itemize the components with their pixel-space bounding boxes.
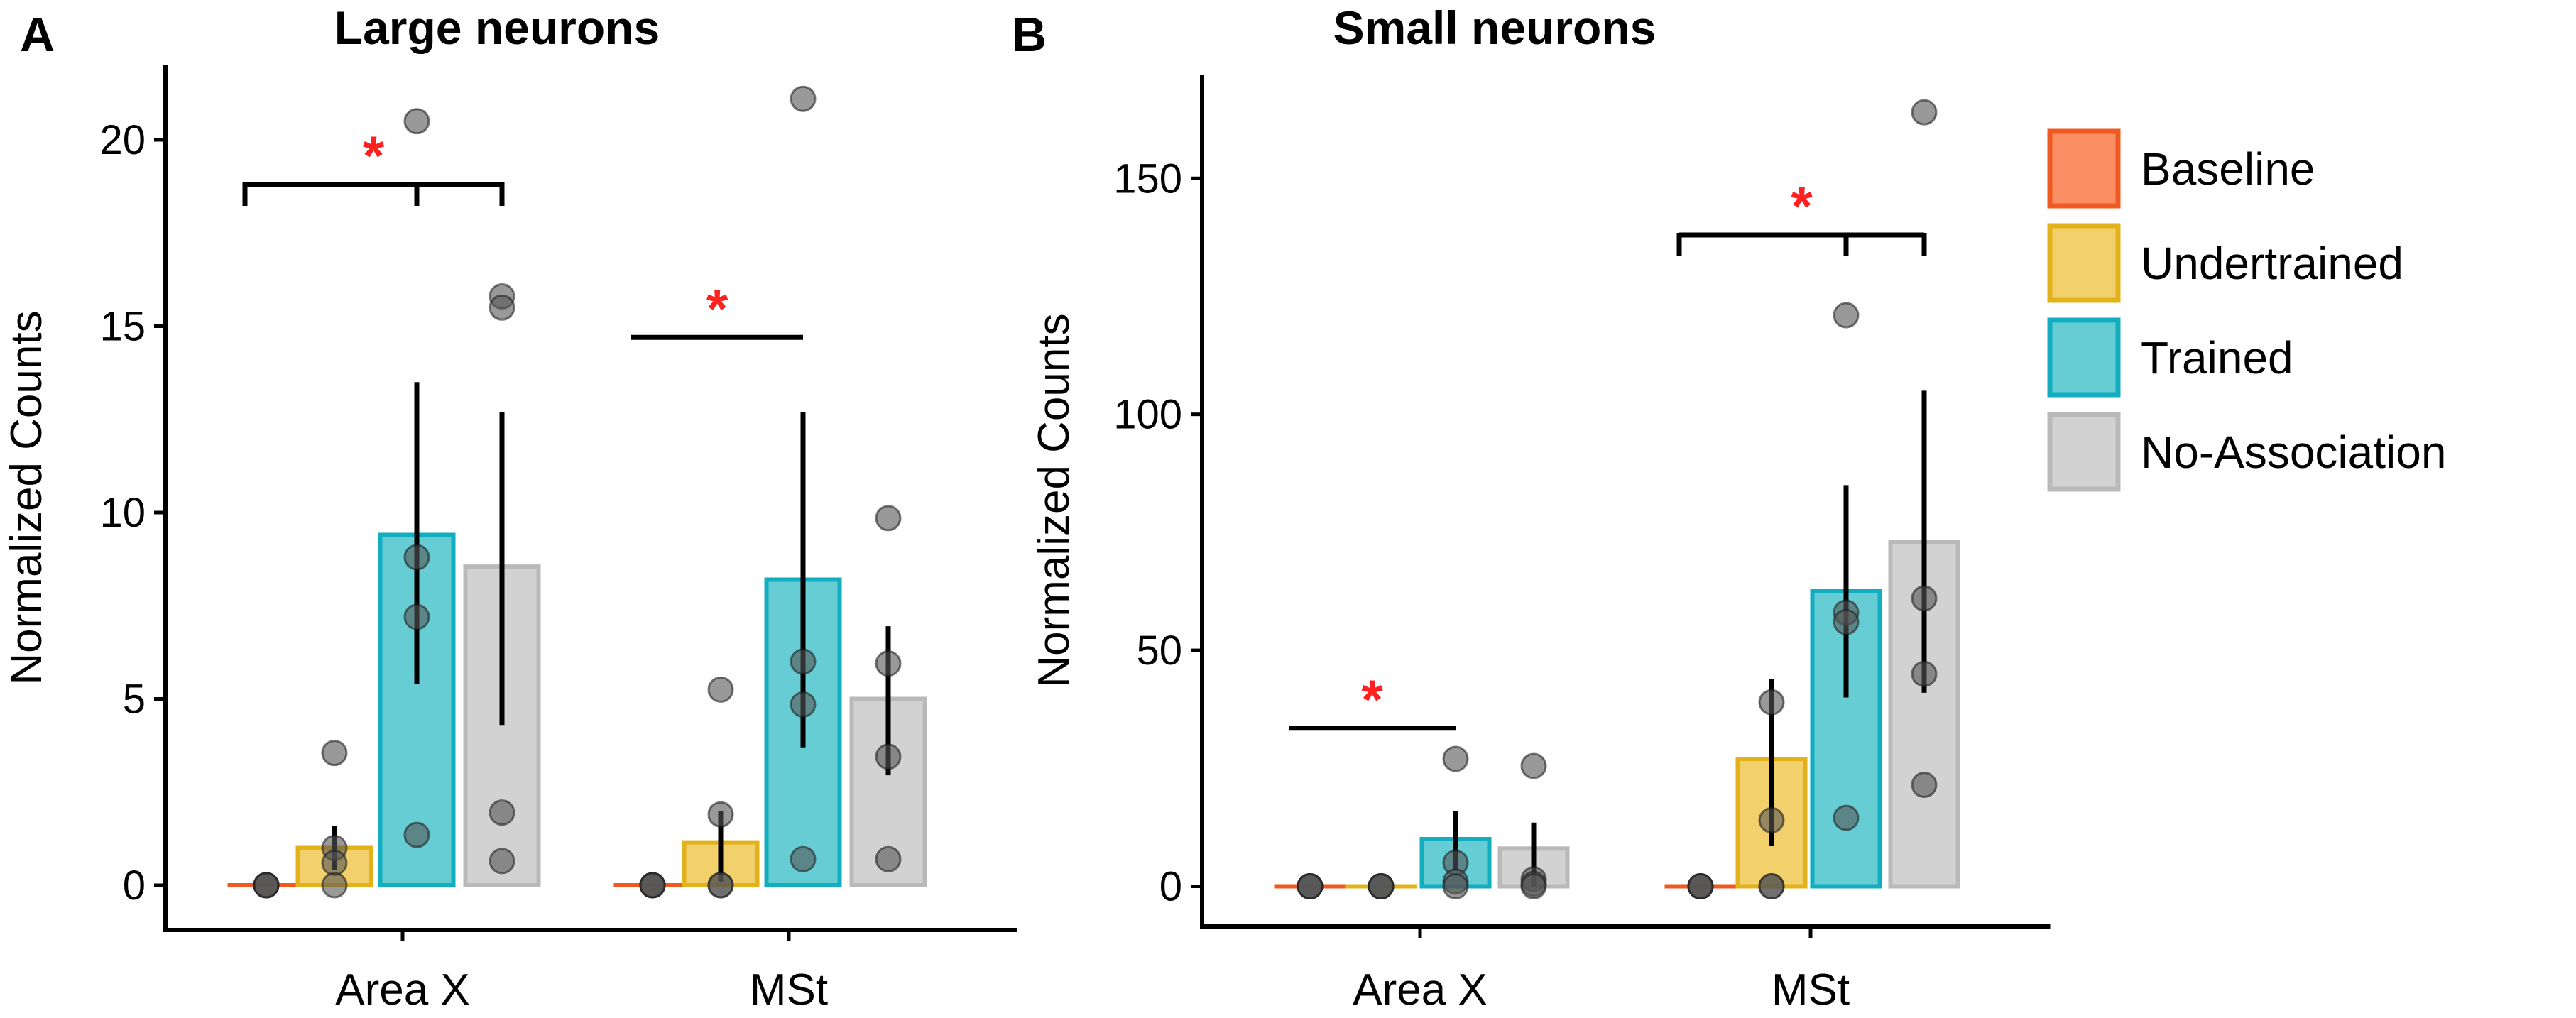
y-tick-label: 20: [99, 117, 146, 163]
legend-swatch-no-association: [2047, 412, 2121, 492]
point-undertrained-mst: [707, 801, 734, 828]
point-trained-area-x: [403, 603, 430, 630]
point-undertrained-area-x: [321, 872, 348, 899]
point-trained-mst: [790, 691, 817, 718]
point-trained-mst: [1833, 302, 1860, 329]
point-no-association-mst: [1911, 585, 1938, 612]
y-axis-label: Normalized Counts: [1030, 313, 1079, 687]
chart-title: Large neurons: [334, 1, 660, 54]
significance-star: *: [1791, 175, 1813, 237]
point-no-association-mst: [1911, 772, 1938, 799]
legend-label-baseline: Baseline: [2141, 143, 2315, 195]
legend-swatch-undertrained: [2047, 223, 2121, 303]
y-tick-label: 100: [1113, 392, 1182, 438]
point-trained-area-x: [403, 821, 430, 848]
point-undertrained-mst: [1758, 872, 1785, 899]
point-trained-area-x: [1442, 872, 1469, 899]
legend-swatch-baseline: [2047, 128, 2121, 209]
point-baseline-mst: [639, 872, 666, 899]
y-axis-label: Normalized Counts: [2, 310, 51, 684]
point-trained-mst: [790, 845, 817, 872]
point-no-association-area-x: [489, 848, 515, 875]
y-tick-label: 150: [1113, 155, 1182, 202]
significance-star: *: [363, 124, 385, 187]
legend: Baseline Undertrained Trained No-Associatio…: [2047, 128, 2446, 492]
legend-label-trained: Trained: [2141, 332, 2293, 383]
point-trained-mst: [1833, 608, 1860, 635]
significance-bracket: *: [631, 277, 803, 340]
significance-bracket: *: [242, 124, 505, 206]
legend-label-no-association: No-Association: [2141, 427, 2446, 478]
point-no-association-area-x: [489, 799, 515, 826]
point-no-association-area-x: [1520, 752, 1547, 779]
point-trained-area-x: [403, 544, 430, 571]
y-tick-label: 10: [99, 490, 146, 536]
point-undertrained-area-x: [1368, 872, 1395, 899]
point-undertrained-mst: [707, 872, 734, 899]
point-no-association-mst: [875, 505, 902, 532]
point-baseline-mst: [1687, 872, 1714, 899]
panel-label: A: [20, 8, 55, 62]
x-tick-label: MSt: [1772, 965, 1850, 1014]
significance-star: *: [706, 277, 728, 339]
point-no-association-area-x: [489, 294, 515, 321]
point-trained-area-x: [403, 108, 430, 135]
significance-bracket: *: [1289, 668, 1456, 731]
y-tick-label: 0: [123, 863, 146, 909]
point-undertrained-mst: [1758, 689, 1785, 716]
point-undertrained-area-x: [321, 850, 348, 876]
x-tick-label: MSt: [750, 965, 828, 1014]
y-tick-label: 0: [1159, 863, 1182, 909]
significance-bracket: *: [1676, 175, 1927, 257]
legend-label-undertrained: Undertrained: [2141, 238, 2403, 289]
legend-swatch-trained: [2047, 317, 2121, 398]
y-tick-label: 5: [123, 677, 146, 723]
x-tick-label: Area X: [335, 965, 470, 1014]
point-baseline-area-x: [1297, 872, 1324, 899]
y-tick-label: 15: [99, 304, 146, 350]
panel-b: B Small neurons Normalized Counts 0 50 100 150…: [1012, 1, 2051, 1014]
point-no-association-mst: [1911, 99, 1938, 126]
point-no-association-mst: [875, 845, 902, 872]
point-trained-mst: [790, 85, 817, 112]
chart-title: Small neurons: [1333, 1, 1657, 54]
point-no-association-mst: [1911, 660, 1938, 687]
point-trained-mst: [1833, 804, 1860, 831]
point-no-association-mst: [875, 743, 902, 770]
point-undertrained-mst: [1758, 806, 1785, 833]
point-baseline-area-x: [253, 872, 280, 899]
point-trained-area-x: [1442, 745, 1469, 772]
point-trained-mst: [790, 648, 817, 675]
significance-star: *: [1361, 668, 1383, 730]
panel-a: A Large neurons Normalized Counts 0 5 10 15 20 A…: [2, 1, 1017, 1014]
panel-label: B: [1012, 8, 1047, 62]
point-undertrained-mst: [707, 676, 734, 703]
y-tick-label: 50: [1136, 628, 1182, 674]
bar-trained-mst: [1810, 589, 1882, 889]
x-tick-label: Area X: [1353, 965, 1488, 1014]
point-undertrained-area-x: [321, 740, 348, 767]
point-no-association-area-x: [1520, 872, 1547, 899]
point-no-association-mst: [875, 650, 902, 677]
